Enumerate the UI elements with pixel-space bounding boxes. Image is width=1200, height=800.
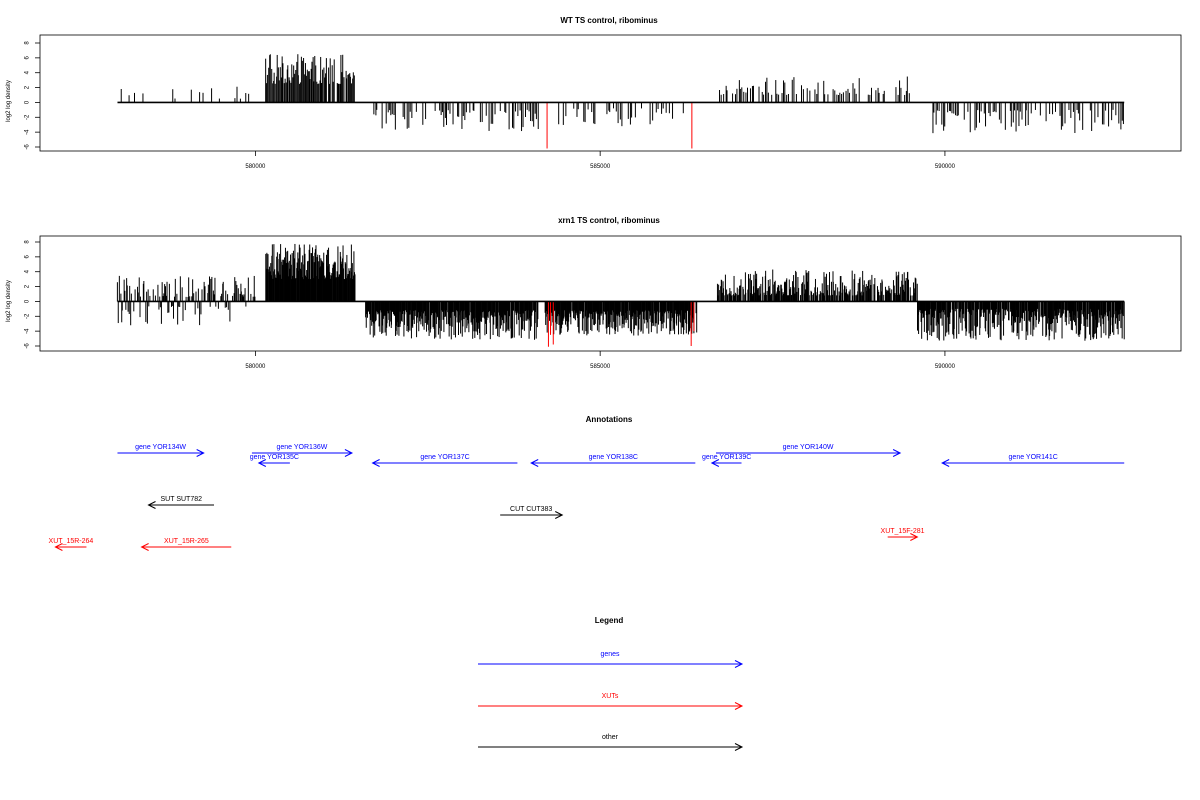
wt-y-tick-label: -6: [25, 144, 31, 150]
legend-label: XUTs: [602, 693, 619, 700]
annotation-label: gene YOR139C: [702, 454, 751, 461]
wt-highlight-bars: [546, 102, 693, 149]
annotation-feature: gene YOR137C: [371, 454, 518, 467]
xrn1-track-title: xrn1 TS control, ribominus: [558, 216, 660, 225]
wt-x-axis: 580000 585000 590000: [245, 151, 956, 170]
annotation-feature: gene YOR140W: [716, 444, 902, 457]
wt-y-tick-label: -2: [25, 114, 31, 120]
annotation-label: XUT_15R-264: [49, 538, 94, 545]
wt-y-tick-label: 2: [25, 85, 31, 89]
annotation-feature: gene YOR136W: [251, 444, 354, 457]
legend-arrow-arrowhead: [734, 660, 744, 668]
annotation-feature: gene YOR134W: [117, 444, 205, 457]
xrn1-x-tick-label: 580000: [245, 364, 266, 370]
xrn1-x-tick-label: 590000: [935, 364, 956, 370]
wt-y-tick-label: 4: [25, 70, 31, 74]
xrn1-y-tick-label: 4: [25, 269, 31, 273]
annotations-title: Annotations: [586, 415, 633, 424]
annotation-label: gene YOR136W: [277, 444, 328, 451]
wt-track-panel: WT TS control, ribominus log2 log densit…: [6, 16, 1182, 170]
annotation-feature: XUT_15R-264: [49, 538, 94, 551]
annotation-arrow-arrowhead: [257, 459, 267, 467]
annotation-label: gene YOR141C: [1009, 454, 1058, 461]
xrn1-y-tick-label: -4: [25, 328, 31, 334]
annotation-feature: XUT_15F-281: [881, 528, 925, 541]
annotation-arrow-arrowhead: [147, 501, 156, 509]
xrn1-y-tick-label: 8: [25, 240, 31, 244]
annotation-label: gene YOR134W: [135, 444, 186, 451]
annotation-features: gene YOR134W gene YOR135C gene YOR136W gene…: [49, 444, 1125, 551]
xrn1-highlight-bars: [547, 301, 695, 347]
annotation-feature: gene YOR141C: [941, 454, 1125, 467]
wt-plot-frame: [39, 34, 1182, 152]
annotation-label: gene YOR140W: [783, 444, 834, 451]
wt-track-title: WT TS control, ribominus: [560, 16, 658, 25]
annotation-feature: gene YOR135C: [250, 454, 299, 467]
legend-item: other: [478, 734, 744, 751]
wt-x-tick-label: 590000: [935, 164, 956, 170]
wt-y-tick-label: 0: [25, 100, 31, 104]
wt-x-tick-label: 585000: [590, 164, 611, 170]
xrn1-y-tick-label: -2: [25, 313, 31, 319]
legend-item: genes: [478, 651, 744, 668]
wt-y-tick-label: 8: [25, 41, 31, 45]
wt-y-tick-label: -4: [25, 129, 31, 135]
legend-arrow-arrowhead: [734, 743, 744, 751]
legend-items: genes XUTs other: [478, 651, 744, 751]
wt-x-tick-label: 580000: [245, 164, 266, 170]
annotation-arrow-arrowhead: [54, 543, 63, 551]
wt-y-axis: -6 -4 -2 0 2 4 6 8: [25, 41, 40, 150]
annotation-arrow-arrowhead: [892, 449, 902, 457]
legend-arrow-arrowhead: [734, 702, 744, 710]
xrn1-track-panel: xrn1 TS control, ribominus log2 log dens…: [6, 216, 1182, 370]
xrn1-y-tick-label: 6: [25, 255, 31, 259]
legend-label: other: [602, 734, 619, 741]
legend-panel: Legend genes XUTs other: [478, 616, 744, 751]
annotation-label: CUT CUT383: [510, 506, 552, 513]
wt-y-axis-label: log2 log density: [6, 80, 12, 122]
xrn1-y-axis: -6 -4 -2 0 2 4 6 8: [25, 240, 40, 349]
annotation-arrow-arrowhead: [140, 543, 149, 551]
legend-title: Legend: [595, 616, 624, 625]
annotation-feature: XUT_15R-265: [140, 538, 232, 551]
annotation-arrow-arrowhead: [710, 459, 720, 467]
wt-y-tick-label: 6: [25, 56, 31, 60]
annotation-arrow-arrowhead: [941, 459, 950, 467]
annotation-arrow-arrowhead: [555, 511, 564, 519]
annotation-feature: gene YOR138C: [530, 454, 696, 467]
annotation-arrow-arrowhead: [371, 459, 380, 467]
xrn1-y-tick-label: 2: [25, 284, 31, 288]
xrn1-y-axis-label: log2 log density: [6, 280, 12, 322]
annotation-arrow-arrowhead: [530, 459, 539, 467]
annotation-feature: SUT SUT782: [147, 496, 215, 509]
xrn1-plot-frame: [39, 235, 1182, 352]
xrn1-x-tick-label: 585000: [590, 364, 611, 370]
annotation-label: gene YOR138C: [589, 454, 638, 461]
annotation-label: XUT_15F-281: [881, 528, 925, 535]
annotation-label: XUT_15R-265: [164, 538, 209, 545]
annotation-feature: CUT CUT383: [500, 506, 564, 519]
xrn1-x-axis: 580000 585000 590000: [245, 351, 956, 370]
annotation-feature: gene YOR139C: [702, 454, 751, 467]
legend-item: XUTs: [478, 693, 744, 710]
legend-label: genes: [600, 651, 620, 658]
annotation-arrow-arrowhead: [910, 533, 919, 541]
annotation-arrow-arrowhead: [196, 449, 205, 457]
xrn1-bars: [116, 243, 1125, 341]
annotation-arrow-arrowhead: [344, 449, 354, 457]
wt-bars: [120, 54, 1124, 134]
xrn1-y-tick-label: -6: [25, 343, 31, 349]
xrn1-y-tick-label: 0: [25, 299, 31, 303]
annotation-label: gene YOR137C: [420, 454, 469, 461]
annotation-label: gene YOR135C: [250, 454, 299, 461]
annotation-label: SUT SUT782: [161, 496, 203, 503]
